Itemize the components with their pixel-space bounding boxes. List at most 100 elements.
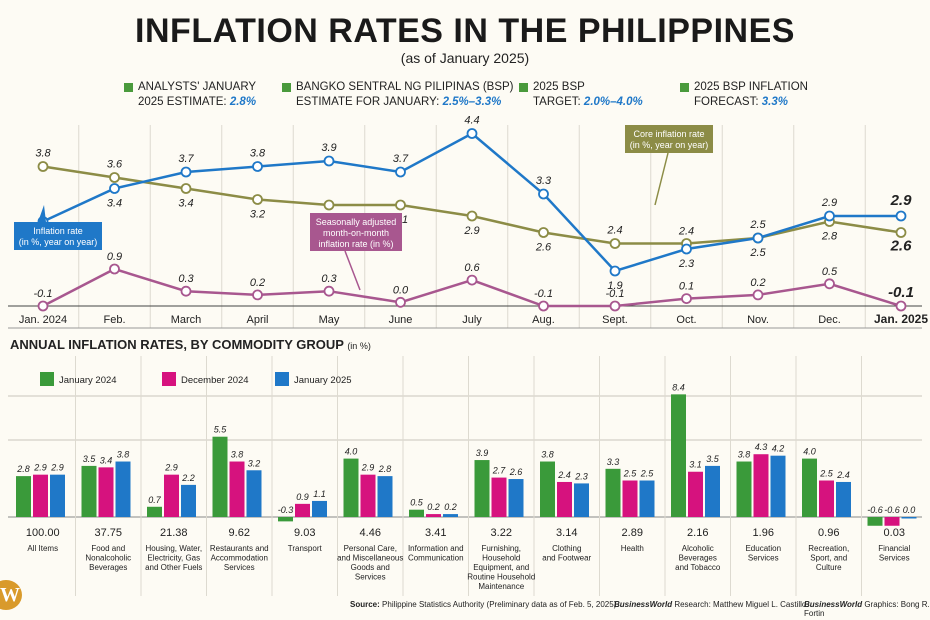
note-line: FORECAST: bbox=[694, 96, 759, 108]
data-label: 3.2 bbox=[250, 209, 265, 221]
note-value: 3.3% bbox=[761, 96, 788, 108]
category-label: Sport, and bbox=[810, 554, 847, 563]
mom-inflation-point bbox=[538, 300, 549, 312]
bar-value-label: 3.8 bbox=[231, 450, 244, 460]
bar bbox=[409, 509, 424, 517]
data-label: 3.9 bbox=[321, 142, 336, 154]
weight-label: 0.03 bbox=[884, 527, 905, 539]
bar bbox=[81, 465, 97, 517]
weight-label: 3.22 bbox=[491, 527, 512, 539]
bar-value-label: -0.6 bbox=[884, 505, 900, 515]
headline-inflation-point bbox=[752, 232, 764, 244]
core-inflation-point bbox=[466, 210, 478, 222]
weight-label: 37.75 bbox=[94, 527, 122, 539]
mom-inflation-point bbox=[395, 296, 406, 308]
core-inflation-point bbox=[323, 199, 335, 211]
bar-value-label: 3.8 bbox=[541, 450, 554, 460]
weight-label: 2.16 bbox=[687, 527, 708, 539]
bar bbox=[212, 436, 228, 517]
category-label: Housing, Water, bbox=[145, 544, 202, 553]
category-label: and Tobacco bbox=[675, 563, 721, 572]
data-label: 2.9 bbox=[463, 225, 479, 237]
bar-value-label: 2.6 bbox=[509, 467, 523, 477]
data-label: 2.9 bbox=[890, 192, 913, 209]
category-label: Nonalcoholic bbox=[85, 554, 131, 563]
month-tick-label: March bbox=[171, 314, 202, 326]
month-tick-label: May bbox=[319, 314, 340, 326]
month-tick-label: July bbox=[462, 314, 482, 326]
data-label: 0.2 bbox=[250, 277, 265, 289]
legend-label: January 2025 bbox=[294, 375, 352, 386]
bar-value-label: 0.2 bbox=[427, 502, 440, 512]
bar bbox=[360, 474, 376, 517]
bar-value-label: 2.5 bbox=[819, 469, 834, 479]
data-label: 0.9 bbox=[107, 251, 122, 263]
month-tick-label: Nov. bbox=[747, 314, 769, 326]
data-label: -0.1 bbox=[34, 288, 53, 300]
core-callout-text: Core inflation rate bbox=[633, 129, 704, 139]
mom-inflation-point bbox=[681, 293, 692, 305]
core-inflation-point bbox=[37, 161, 49, 172]
weight-label: 9.62 bbox=[229, 527, 250, 539]
bsp-target-note: 2025 BSP TARGET: 2.0%–4.0% bbox=[519, 80, 643, 110]
mom-inflation-point bbox=[180, 285, 192, 297]
weight-label: 4.46 bbox=[360, 527, 381, 539]
note-value: 2.5%–3.3% bbox=[442, 96, 502, 108]
bar bbox=[246, 470, 262, 517]
bar bbox=[688, 471, 703, 517]
bar bbox=[491, 477, 507, 517]
note-value: 2.8% bbox=[229, 96, 257, 108]
bar bbox=[574, 483, 589, 517]
data-label: 3.7 bbox=[393, 153, 409, 165]
businessworld-logo-icon: W bbox=[0, 580, 22, 610]
category-label: Financial bbox=[878, 544, 910, 553]
bar-value-label: 2.9 bbox=[361, 463, 375, 473]
bar bbox=[802, 458, 817, 517]
bar bbox=[540, 461, 555, 517]
bar-value-label: 2.8 bbox=[378, 464, 392, 474]
category-label: Goods and bbox=[351, 563, 390, 572]
month-tick-label: Feb. bbox=[103, 314, 125, 326]
weight-label: 0.96 bbox=[818, 527, 839, 539]
weight-label: 3.14 bbox=[556, 527, 577, 539]
bar-value-label: 5.5 bbox=[214, 425, 228, 435]
bar-value-label: 0.2 bbox=[444, 502, 457, 512]
bar bbox=[181, 484, 196, 517]
bar bbox=[377, 476, 393, 517]
inflation-callout-text: Inflation rate bbox=[33, 226, 83, 236]
data-label: 0.5 bbox=[822, 266, 838, 278]
headline-inflation-point bbox=[824, 210, 835, 222]
headline-inflation-point bbox=[395, 166, 406, 178]
weight-label: 1.96 bbox=[753, 527, 774, 539]
weight-label: 100.00 bbox=[26, 527, 60, 539]
category-label: Beverages bbox=[679, 554, 717, 563]
mom-callout-text: Seasonally adjusted bbox=[316, 217, 397, 227]
bar-value-label: 3.5 bbox=[706, 454, 720, 464]
legend-swatch bbox=[162, 372, 176, 386]
bar bbox=[50, 474, 65, 517]
headline-inflation-point bbox=[252, 161, 263, 172]
bar-value-label: 4.0 bbox=[803, 447, 816, 457]
bar-value-label: -0.3 bbox=[278, 505, 294, 515]
mom-callout bbox=[310, 213, 402, 251]
bar-value-label: 3.1 bbox=[689, 460, 702, 470]
bsp-estimate-note: BANGKO SENTRAL NG PILIPINAS (BSP) ESTIMA… bbox=[282, 80, 514, 110]
bar bbox=[557, 481, 572, 517]
data-label: -0.1 bbox=[534, 288, 553, 300]
data-label: 0.2 bbox=[750, 277, 765, 289]
bar-value-label: 2.5 bbox=[623, 469, 638, 479]
bar bbox=[867, 517, 883, 526]
core-inflation-point bbox=[609, 238, 621, 249]
data-label: 0.3 bbox=[321, 273, 337, 285]
bar-value-label: 2.7 bbox=[492, 466, 507, 476]
bar bbox=[819, 480, 834, 517]
month-tick-label: Oct. bbox=[676, 314, 696, 326]
bar-value-label: 2.4 bbox=[836, 470, 850, 480]
data-label: -0.1 bbox=[606, 288, 625, 300]
note-marker-icon bbox=[519, 83, 528, 92]
bar bbox=[98, 467, 114, 517]
mom-inflation-point bbox=[824, 278, 835, 290]
bar bbox=[278, 517, 293, 522]
bar-value-label: 1.1 bbox=[313, 489, 326, 499]
category-label: and Other Fuels bbox=[145, 563, 202, 572]
